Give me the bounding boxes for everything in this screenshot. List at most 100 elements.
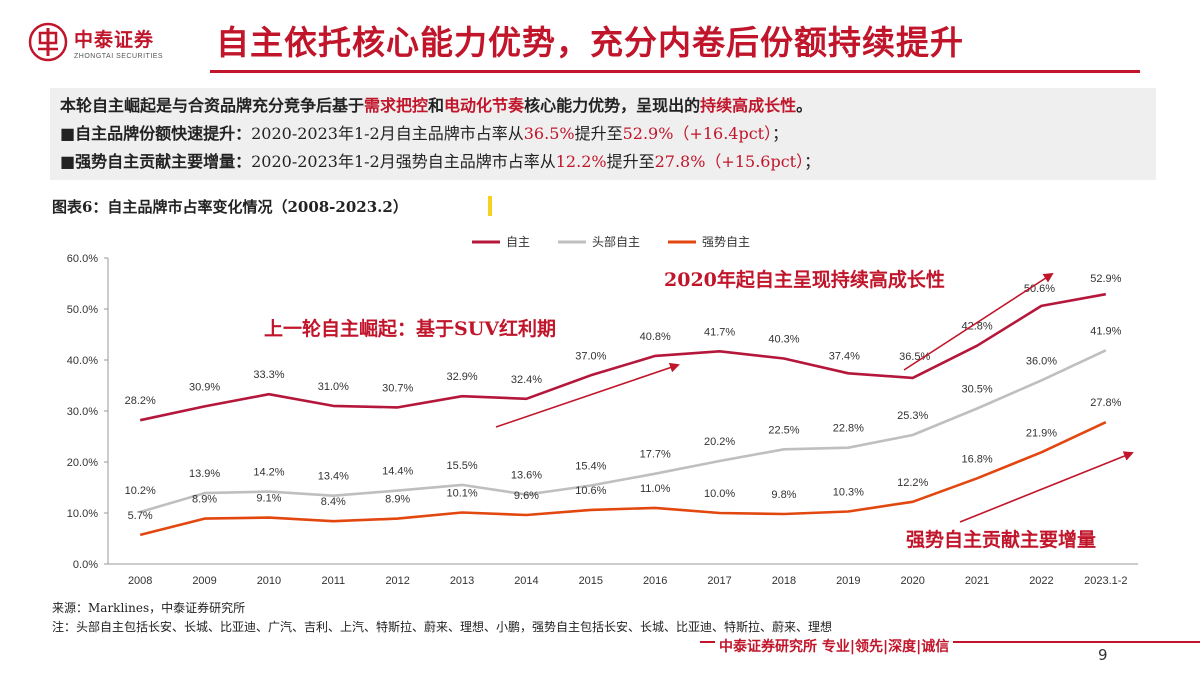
series-line-1: [139, 292, 1107, 422]
data-label: 40.8%: [640, 331, 671, 343]
data-label: 16.8%: [961, 453, 992, 465]
page-title: 自主依托核心能力优势，充分内卷后份额持续提升: [216, 23, 964, 62]
summary-highlight: 持续高成长性: [700, 96, 797, 115]
data-label: 20.2%: [704, 436, 735, 448]
series-line-3: [139, 421, 1107, 537]
data-label: 32.9%: [446, 371, 477, 383]
data-label: 10.1%: [446, 487, 477, 499]
summary-text: 。: [796, 96, 813, 115]
data-label: 27.8%: [1090, 397, 1121, 409]
data-label: 30.9%: [189, 381, 220, 393]
data-label: 11.0%: [640, 483, 671, 495]
x-tick-label: 2023.1-2: [1084, 575, 1127, 587]
footnote: 注：头部自主包括长安、长城、比亚迪、广汽、吉利、上汽、特斯拉、蔚来、理想、小鹏，…: [52, 620, 833, 634]
data-label: 9.6%: [514, 490, 539, 502]
summary-line-2: ■自主品牌份额快速提升：2020-2023年1-2月自主品牌市占率从36.5%提…: [60, 120, 1146, 148]
summary-line-3: ■强势自主贡献主要增量：2020-2023年1-2月强势自主品牌市占率从12.2…: [60, 148, 1146, 176]
summary-highlight: 电动化节奏: [444, 96, 525, 115]
data-label: 28.2%: [125, 395, 156, 407]
data-label: 41.9%: [1090, 325, 1121, 337]
x-tick-label: 2011: [321, 575, 345, 587]
x-tick-label: 2008: [128, 575, 152, 587]
legend-label: 强势自主: [702, 235, 750, 249]
data-label: 33.3%: [253, 369, 284, 381]
x-tick-label: 2016: [643, 575, 667, 587]
x-tick-label: 2015: [579, 575, 603, 587]
y-tick-label: 20.0%: [67, 457, 98, 469]
y-tick-label: 0.0%: [73, 559, 98, 571]
summary-text: 核心能力优势，呈现出的: [524, 96, 701, 115]
y-tick-label: 60.0%: [67, 253, 98, 265]
summary-highlight: 12.2%: [555, 152, 607, 171]
summary-bullet-lead: ■强势自主贡献主要增量：: [60, 152, 252, 171]
logo-name-cn: 中泰证券: [74, 28, 155, 51]
company-logo: 中泰证券 ZHONGTAI SECURITIES: [28, 18, 198, 66]
x-tick-label: 2010: [257, 575, 281, 587]
data-label: 13.4%: [318, 471, 349, 483]
data-label: 30.7%: [382, 382, 413, 394]
data-label: 10.3%: [833, 486, 864, 498]
y-tick-label: 50.0%: [67, 304, 98, 316]
x-tick-label: 2022: [1029, 575, 1053, 587]
data-label: 13.6%: [511, 470, 542, 482]
data-label: 13.9%: [189, 468, 220, 480]
annotation-since-2020: 2020年起自主呈现持续高成长性: [664, 268, 945, 291]
summary-box: 本轮自主崛起是与合资品牌充分竞争后基于需求把控和电动化节奏核心能力优势，呈现出的…: [50, 88, 1156, 180]
y-tick-label: 30.0%: [67, 406, 98, 418]
x-tick-label: 2018: [772, 575, 796, 587]
data-label: 9.8%: [771, 489, 796, 501]
data-label: 10.2%: [125, 485, 156, 497]
trend-arrow-strong-brands: [959, 451, 1134, 523]
summary-highlight: 27.8%（+15.6pct）: [654, 152, 805, 171]
data-label: 41.7%: [704, 326, 735, 338]
data-label: 31.0%: [318, 381, 349, 393]
data-label: 17.7%: [640, 449, 671, 461]
data-label: 30.5%: [961, 383, 992, 395]
footer-brand: 中泰证券研究所 专业|领先|深度|诚信: [715, 636, 954, 656]
data-label: 25.3%: [897, 410, 928, 422]
data-label: 22.5%: [768, 424, 799, 436]
logo-name-en: ZHONGTAI SECURITIES: [74, 52, 164, 60]
market-share-line-chart: 0.0% 10.0% 20.0% 30.0% 40.0% 50.0% 60.0% 2008 20…: [67, 234, 1138, 587]
x-tick-label: 2014: [514, 575, 538, 587]
data-label: 32.4%: [511, 374, 542, 386]
data-label: 15.4%: [575, 460, 606, 472]
x-tick-label: 2013: [450, 575, 474, 587]
trend-arrow-since-2020: [903, 272, 1054, 371]
y-tick-label: 40.0%: [67, 355, 98, 367]
logo-emblem-icon: [28, 22, 68, 62]
data-label: 14.4%: [382, 466, 413, 478]
legend-label: 头部自主: [592, 234, 640, 249]
summary-text: 2020-2023年1-2月自主品牌市占率从: [251, 124, 524, 143]
caption-marker: [488, 196, 492, 216]
data-label: 21.9%: [1026, 427, 1057, 439]
series-line-2: [139, 349, 1107, 514]
trend-arrow-suv-era: [495, 362, 680, 428]
summary-text: 提升至: [606, 152, 655, 171]
summary-text: 本轮自主崛起是与合资品牌充分竞争后基于: [60, 96, 365, 115]
summary-line-1: 本轮自主崛起是与合资品牌充分竞争后基于需求把控和电动化节奏核心能力优势，呈现出的…: [60, 92, 1146, 120]
legend-label: 自主: [506, 235, 530, 249]
summary-text: 和: [428, 96, 445, 115]
data-label: 52.9%: [1090, 273, 1121, 285]
data-label: 8.4%: [321, 496, 346, 508]
data-label: 10.0%: [704, 488, 735, 500]
data-label: 37.4%: [829, 350, 860, 362]
summary-text: ；: [772, 124, 789, 143]
x-tick-label: 2021: [965, 575, 989, 587]
x-tick-label: 2009: [192, 575, 216, 587]
data-label: 8.9%: [192, 494, 217, 506]
x-tick-label: 2017: [707, 575, 731, 587]
data-label: 15.5%: [446, 460, 477, 472]
data-label: 9.1%: [256, 493, 281, 505]
data-label: 10.6%: [575, 485, 606, 497]
summary-highlight: 需求把控: [364, 96, 429, 115]
annotation-strong-brands: 强势自主贡献主要增量: [906, 528, 1096, 551]
data-label: 22.8%: [833, 423, 864, 435]
data-label: 14.2%: [253, 467, 284, 479]
data-label: 8.9%: [385, 494, 410, 506]
data-label: 50.6%: [1024, 283, 1055, 295]
summary-highlight: 36.5%: [523, 124, 575, 143]
summary-bullet-lead: ■自主品牌份额快速提升：: [60, 124, 252, 143]
summary-highlight: 52.9%（+16.4pct）: [622, 124, 773, 143]
